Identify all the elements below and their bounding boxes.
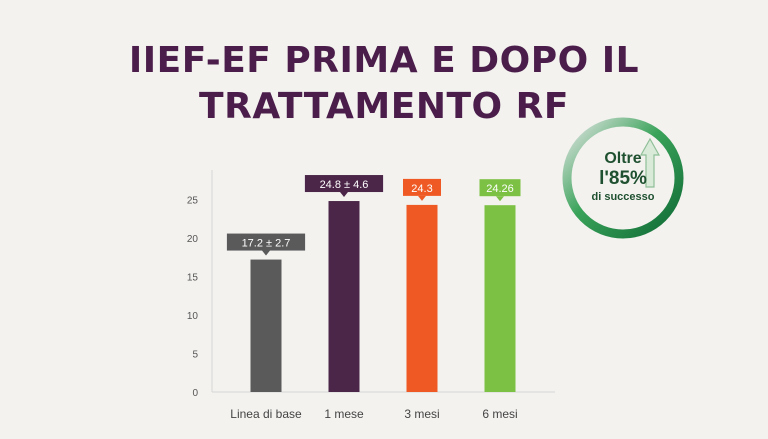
- y-tick-label: 0: [192, 388, 198, 399]
- data-label-box: [226, 233, 306, 251]
- badge-line-1: Oltre: [604, 150, 642, 167]
- title-line-1: IIEF-EF PRIMA E DOPO IL: [128, 40, 640, 81]
- data-label-pointer: [340, 192, 348, 198]
- badge-text: Oltre l'85% di successo: [560, 150, 686, 204]
- success-badge: [562, 117, 684, 239]
- badge-ring: [562, 117, 684, 239]
- up-arrow-icon: [639, 137, 661, 188]
- y-tick-label: 25: [187, 196, 199, 207]
- data-label-box: [479, 179, 521, 197]
- bar-4: [484, 205, 516, 392]
- badge-line-2: l'85%: [599, 168, 647, 189]
- x-tick-label: Linea di base: [230, 407, 302, 421]
- title-line-2: TRATTAMENTO RF: [199, 86, 569, 127]
- y-tick-label: 10: [187, 311, 199, 322]
- x-tick-label: 3 mesi: [404, 407, 439, 421]
- data-label: 17.2 ± 2.7: [242, 238, 291, 250]
- data-label: 24.26: [486, 183, 514, 195]
- y-tick-label: 15: [187, 273, 199, 284]
- data-label: 24.3: [411, 183, 432, 195]
- x-tick-label: 6 mesi: [482, 407, 517, 421]
- data-label-pointer: [496, 196, 504, 202]
- x-tick-label: 1 mese: [324, 407, 364, 421]
- data-label-box: [304, 175, 384, 193]
- y-tick-label: 20: [187, 234, 199, 245]
- badge-line-3: di successo: [591, 191, 655, 203]
- data-label-box: [403, 178, 441, 196]
- bar-3: [406, 204, 438, 392]
- page-title: IIEF-EF PRIMA E DOPO IL TRATTAMENTO RF: [0, 38, 768, 130]
- data-label-pointer: [262, 250, 270, 256]
- y-tick-label: 5: [192, 350, 198, 361]
- data-label-pointer: [418, 195, 426, 201]
- bar-1: [250, 259, 282, 392]
- bar-2: [328, 201, 360, 392]
- data-label: 24.8 ± 4.6: [320, 179, 369, 191]
